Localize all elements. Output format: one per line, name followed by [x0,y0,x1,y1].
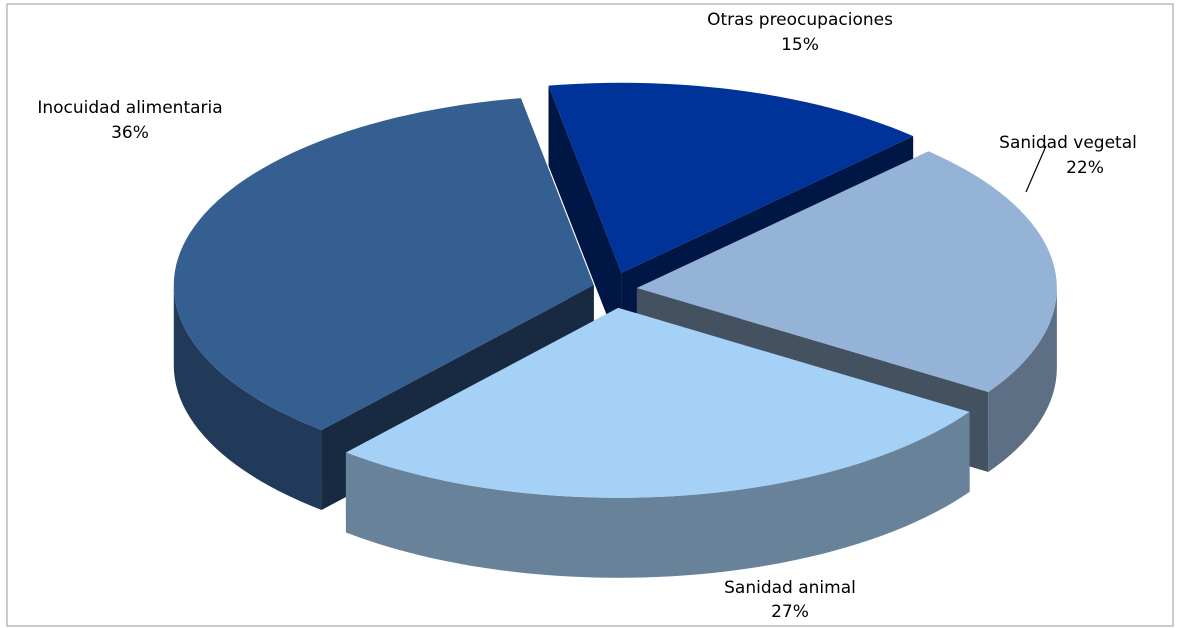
value-label: 15% [781,35,819,55]
slice [345,307,970,498]
category-label: Inocuidad alimentaria [37,98,222,118]
category-label: Sanidad vegetal [999,133,1137,153]
category-label: Otras preocupaciones [707,10,893,30]
value-label: 36% [111,123,149,143]
slice [636,151,1057,393]
slice-side [548,85,622,353]
value-label: 22% [1066,158,1104,178]
slice-wall [173,285,322,510]
leader-line [1025,145,1047,193]
slice-wall [988,287,1057,473]
value-label: 27% [771,602,809,622]
slice-wall [345,411,970,578]
category-label: Sanidad animal [724,578,856,598]
slice [548,82,914,273]
slice [173,98,594,430]
pie [173,82,1057,578]
